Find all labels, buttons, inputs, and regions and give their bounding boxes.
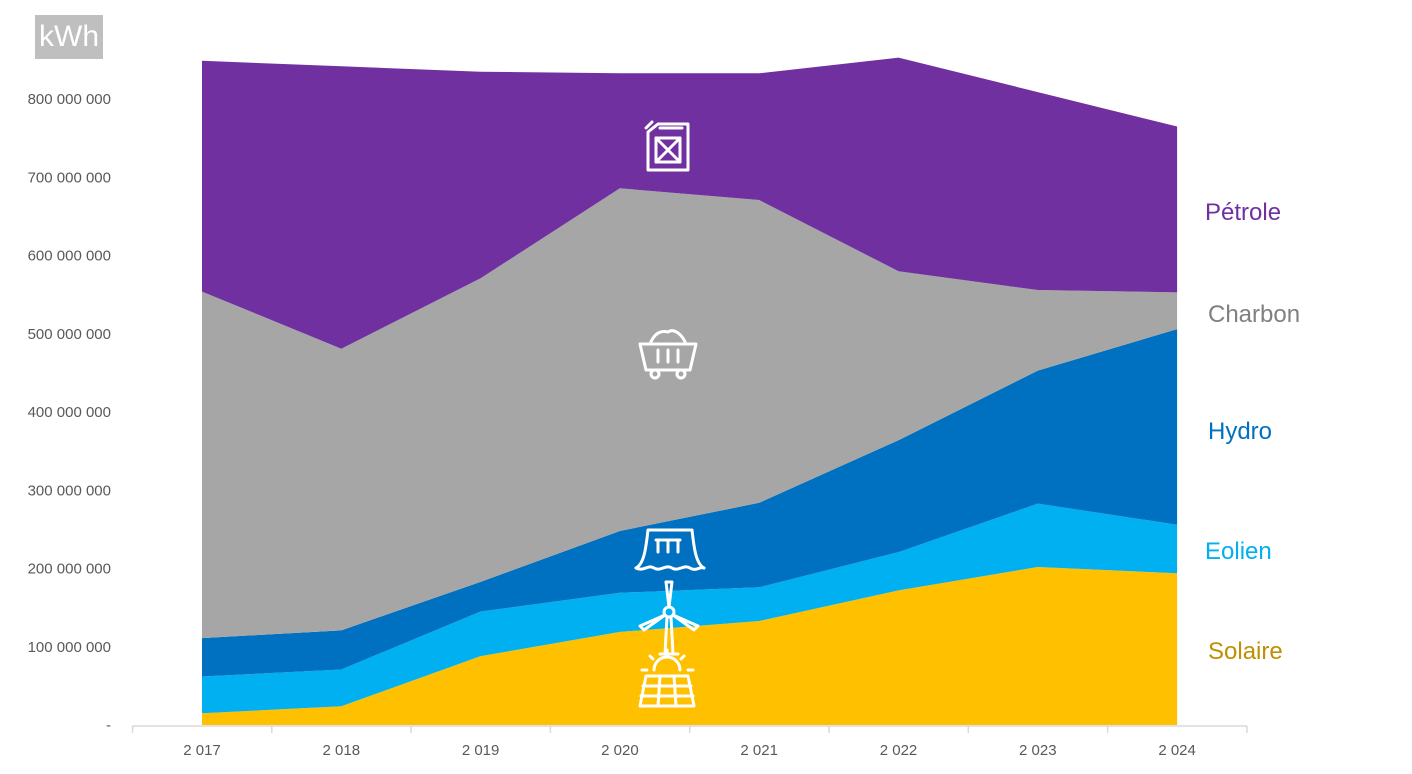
area-eolien (202, 503, 1178, 714)
dam-icon (634, 528, 706, 571)
unit-label: kWh (35, 15, 103, 59)
y-tick-label: 700 000 000 (28, 169, 111, 186)
wind-turbine-icon (638, 580, 700, 656)
series-label-solaire: Solaire (1208, 638, 1283, 665)
y-tick-label: 600 000 000 (28, 248, 111, 265)
y-tick-label: 200 000 000 (28, 561, 111, 578)
x-tick-label: 2 022 (880, 742, 918, 759)
area-hydro (202, 329, 1178, 677)
y-tick-label: 400 000 000 (28, 404, 111, 421)
solar-panel-icon (638, 648, 696, 708)
jerrycan-icon (644, 120, 690, 172)
area-charbon (202, 188, 1178, 639)
x-tick-label: 2 019 (462, 742, 500, 759)
series-labels: Solaire Eolien Hydro Charbon Pétrole (1205, 199, 1300, 665)
series-label-hydro: Hydro (1208, 418, 1272, 445)
series-label-charbon: Charbon (1208, 301, 1300, 328)
y-tick-label: - (106, 717, 111, 734)
x-tick-label: 2 018 (323, 742, 361, 759)
area-solaire (202, 566, 1178, 725)
y-tick-label: 800 000 000 (28, 91, 111, 108)
y-tick-label: 300 000 000 (28, 482, 111, 499)
x-tick-label: 2 021 (740, 742, 778, 759)
area-layer (202, 57, 1178, 725)
x-tick-label: 2 017 (183, 742, 221, 759)
icon-layer (634, 120, 706, 708)
x-tick-label: 2 020 (601, 742, 639, 759)
area-pétrole (202, 57, 1178, 349)
y-tick-label: 100 000 000 (28, 639, 111, 656)
y-tick-label: 500 000 000 (28, 326, 111, 343)
series-label-eolien: Eolien (1205, 538, 1272, 565)
series-label-pétrole: Pétrole (1205, 199, 1281, 226)
x-tick-label: 2 023 (1019, 742, 1057, 759)
axes-layer: 2 017 2 018 2 019 2 020 2 021 2 022 2 023 2 024… (28, 91, 1248, 759)
x-tick-label: 2 024 (1158, 742, 1196, 759)
coal-cart-icon (638, 329, 698, 380)
